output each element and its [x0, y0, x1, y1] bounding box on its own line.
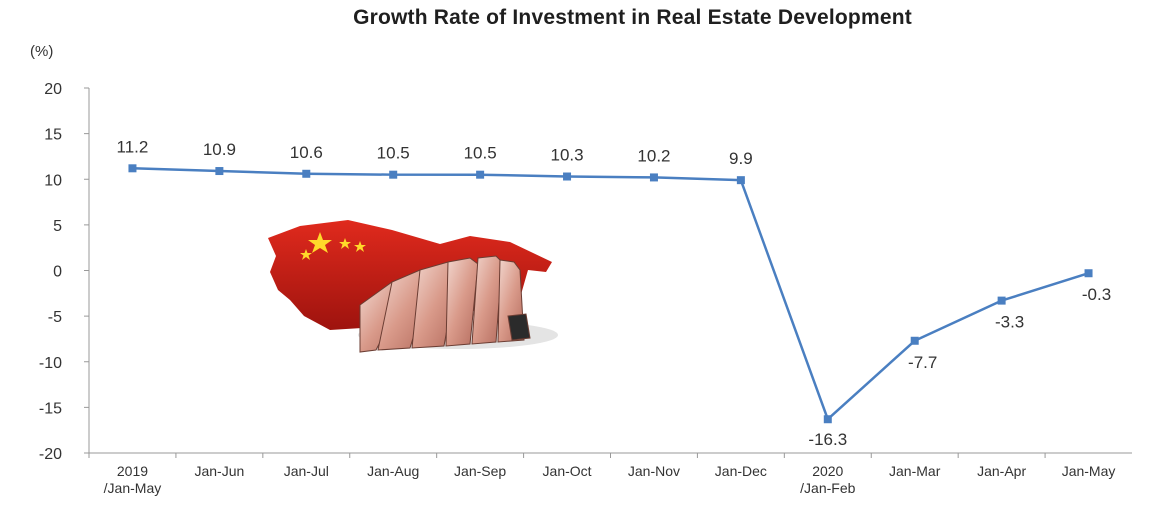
data-label: -3.3 — [995, 313, 1024, 332]
data-label: 10.3 — [550, 146, 583, 165]
data-label: 10.5 — [377, 144, 410, 163]
flag-stars-icon — [300, 232, 366, 260]
data-point — [476, 170, 485, 179]
data-label: -7.7 — [908, 353, 937, 372]
data-label: 10.9 — [203, 140, 236, 159]
x-tick-label: Jan-May — [1062, 463, 1116, 479]
x-tick-label: /Jan-Feb — [800, 480, 855, 496]
banknote-bundles — [359, 255, 531, 353]
china-map-money-illustration — [268, 220, 558, 353]
x-tick-label: Jan-Jul — [284, 463, 329, 479]
data-label: -0.3 — [1082, 285, 1111, 304]
data-label: 11.2 — [117, 137, 149, 156]
data-point — [736, 176, 745, 185]
data-points — [128, 164, 1093, 424]
data-point — [997, 296, 1006, 305]
series-line — [132, 167, 1089, 421]
data-point — [910, 336, 919, 345]
x-axis-ticks: 2019/Jan-May Jan-Jun Jan-Jul Jan-Aug Jan-Sep… — [88, 453, 1116, 496]
y-tick-label: 0 — [53, 264, 62, 281]
y-axis-unit-label: (%) — [30, 43, 54, 60]
x-tick-label: Jan-Dec — [715, 463, 767, 479]
x-tick-label: Jan-Nov — [628, 463, 680, 479]
data-label: -16.3 — [808, 430, 847, 449]
y-tick-label: 10 — [44, 172, 62, 189]
x-tick-label: Jan-Jun — [194, 463, 244, 479]
x-tick-label: Jan-Apr — [977, 463, 1026, 479]
y-tick-label: -20 — [39, 446, 62, 463]
data-label: 10.6 — [290, 143, 323, 162]
x-tick-label: Jan-Aug — [367, 463, 419, 479]
data-labels: 11.2 10.9 10.6 10.5 10.5 10.3 10.2 9.9 -16.3 -7.7… — [117, 137, 1112, 449]
y-tick-label: 5 — [53, 218, 62, 235]
y-tick-label: -10 — [39, 355, 62, 372]
x-tick-label: 2019 — [117, 463, 148, 479]
data-point — [823, 415, 832, 424]
x-tick-label: 2020 — [812, 463, 843, 479]
data-point — [649, 173, 658, 182]
x-tick-label: Jan-Sep — [454, 463, 506, 479]
data-point — [215, 167, 224, 176]
y-tick-label: 15 — [44, 127, 62, 144]
data-point — [302, 169, 311, 178]
chart-title: Growth Rate of Investment in Real Estate… — [353, 6, 912, 29]
data-point — [1084, 269, 1093, 278]
y-tick-label: -15 — [39, 400, 62, 417]
data-point — [563, 172, 572, 181]
y-tick-label: 20 — [44, 81, 62, 98]
y-tick-label: -5 — [48, 309, 62, 326]
x-tick-label: Jan-Mar — [889, 463, 941, 479]
x-tick-label: Jan-Oct — [543, 463, 592, 479]
data-label: 10.2 — [637, 146, 670, 165]
y-axis-ticks: 20 15 10 5 0 -5 -10 -15 -20 — [39, 81, 89, 463]
data-point — [128, 164, 137, 173]
data-label: 9.9 — [729, 149, 753, 168]
data-label: 10.5 — [464, 144, 497, 163]
data-point — [389, 170, 398, 179]
x-tick-label: /Jan-May — [104, 480, 162, 496]
